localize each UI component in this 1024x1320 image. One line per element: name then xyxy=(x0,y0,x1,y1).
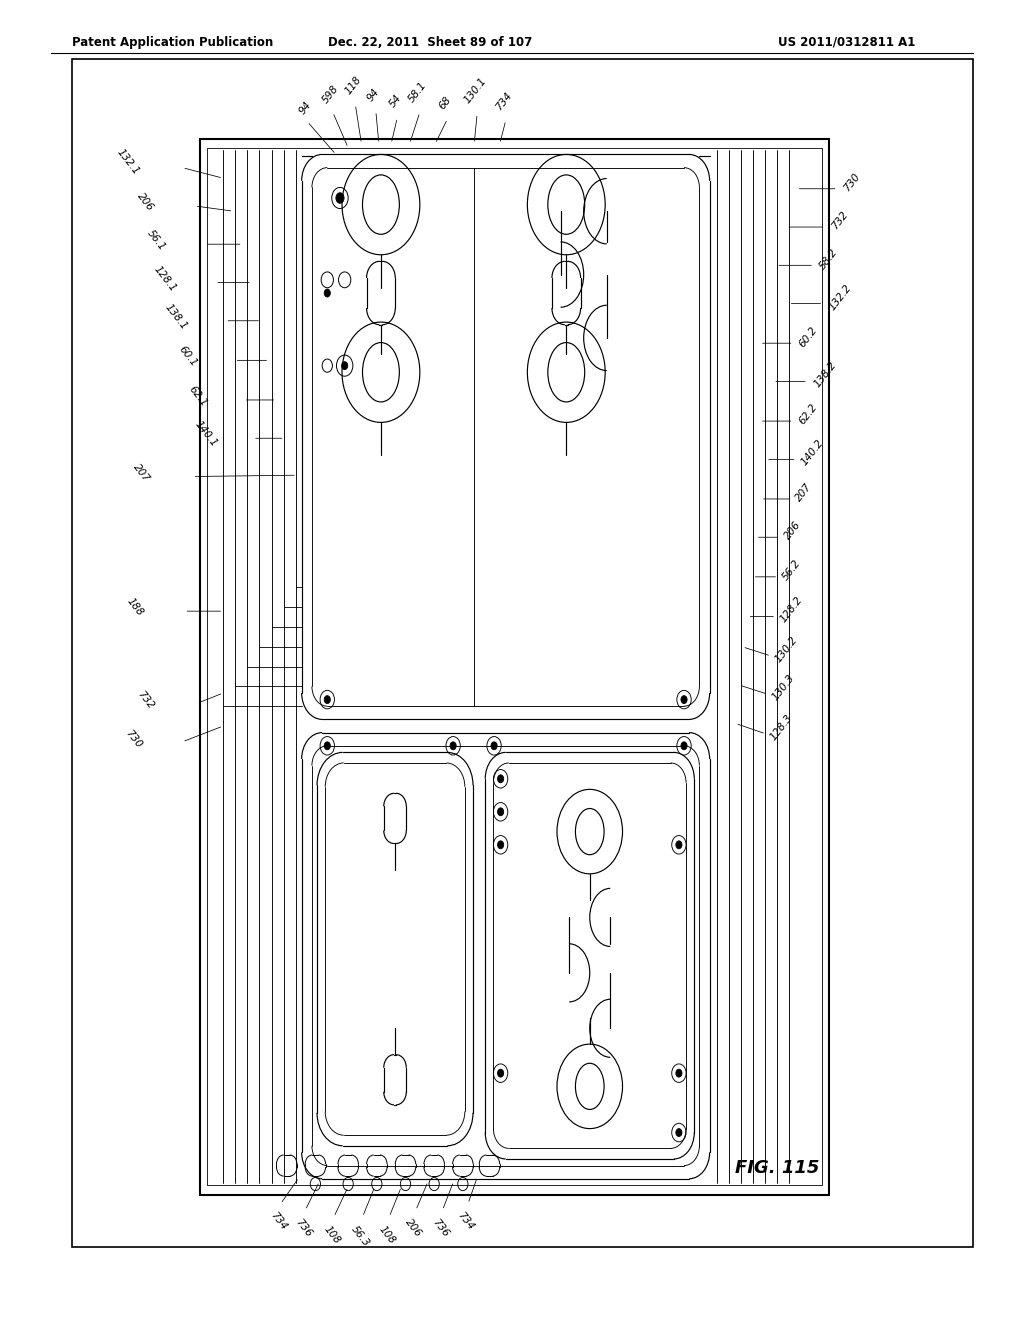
Text: 130.1: 130.1 xyxy=(462,77,488,106)
Circle shape xyxy=(676,1129,682,1137)
Text: 207: 207 xyxy=(794,482,814,503)
Text: 128.2: 128.2 xyxy=(778,595,805,624)
Text: 734: 734 xyxy=(456,1210,476,1233)
Text: 140.1: 140.1 xyxy=(193,420,219,449)
Circle shape xyxy=(676,841,682,849)
Text: 58.1: 58.1 xyxy=(407,81,429,104)
Text: 56.1: 56.1 xyxy=(144,228,167,252)
Text: US 2011/0312811 A1: US 2011/0312811 A1 xyxy=(778,36,915,49)
Text: 730: 730 xyxy=(123,729,143,750)
Bar xyxy=(72,59,973,1247)
Circle shape xyxy=(336,193,344,203)
Circle shape xyxy=(681,742,687,750)
Text: 734: 734 xyxy=(268,1210,289,1233)
Text: 138.1: 138.1 xyxy=(163,302,189,331)
Circle shape xyxy=(325,289,331,297)
Text: 732: 732 xyxy=(135,689,156,710)
Text: 62.2: 62.2 xyxy=(797,403,819,426)
Text: 598: 598 xyxy=(321,83,341,106)
Text: 188: 188 xyxy=(125,597,145,618)
Text: 140.2: 140.2 xyxy=(799,438,825,467)
Circle shape xyxy=(325,696,331,704)
Text: 60.2: 60.2 xyxy=(797,325,819,348)
Circle shape xyxy=(498,1069,504,1077)
Text: Patent Application Publication: Patent Application Publication xyxy=(72,36,273,49)
Text: 108: 108 xyxy=(377,1224,397,1246)
Text: 128.1: 128.1 xyxy=(152,264,178,293)
Text: 108: 108 xyxy=(322,1224,342,1246)
Text: 118: 118 xyxy=(343,74,364,96)
Circle shape xyxy=(498,808,504,816)
Text: FIG. 115: FIG. 115 xyxy=(735,1159,819,1177)
Circle shape xyxy=(676,1069,682,1077)
Text: 730: 730 xyxy=(842,172,862,193)
Text: 132.1: 132.1 xyxy=(115,148,141,177)
Text: 736: 736 xyxy=(430,1217,451,1239)
Circle shape xyxy=(498,841,504,849)
Bar xyxy=(207,148,822,1185)
Circle shape xyxy=(681,696,687,704)
Text: 94: 94 xyxy=(366,86,382,103)
Text: 128.3: 128.3 xyxy=(768,713,795,742)
Text: 207: 207 xyxy=(131,462,152,483)
Text: 56.3: 56.3 xyxy=(349,1224,372,1247)
Text: 56.2: 56.2 xyxy=(780,558,803,582)
Text: 130.2: 130.2 xyxy=(773,635,800,664)
Text: 62.1: 62.1 xyxy=(186,384,209,408)
Text: 732: 732 xyxy=(829,210,850,231)
Bar xyxy=(200,139,829,1195)
Text: 132.2: 132.2 xyxy=(827,282,854,312)
Text: 130.3: 130.3 xyxy=(770,673,797,702)
Circle shape xyxy=(342,362,348,370)
Text: 206: 206 xyxy=(135,191,156,213)
Text: Dec. 22, 2011  Sheet 89 of 107: Dec. 22, 2011 Sheet 89 of 107 xyxy=(328,36,532,49)
Circle shape xyxy=(492,742,498,750)
Circle shape xyxy=(451,742,457,750)
Text: 54: 54 xyxy=(387,92,403,110)
Text: 736: 736 xyxy=(293,1217,313,1239)
Circle shape xyxy=(498,775,504,783)
Text: 206: 206 xyxy=(403,1217,424,1239)
Text: 68: 68 xyxy=(437,94,454,111)
Text: 138.2: 138.2 xyxy=(812,360,839,389)
Circle shape xyxy=(325,742,331,750)
Text: 734: 734 xyxy=(494,90,514,112)
Text: 58.2: 58.2 xyxy=(817,247,840,271)
Text: 206: 206 xyxy=(782,520,803,541)
Text: 94: 94 xyxy=(297,99,313,116)
Text: 60.1: 60.1 xyxy=(176,345,199,368)
